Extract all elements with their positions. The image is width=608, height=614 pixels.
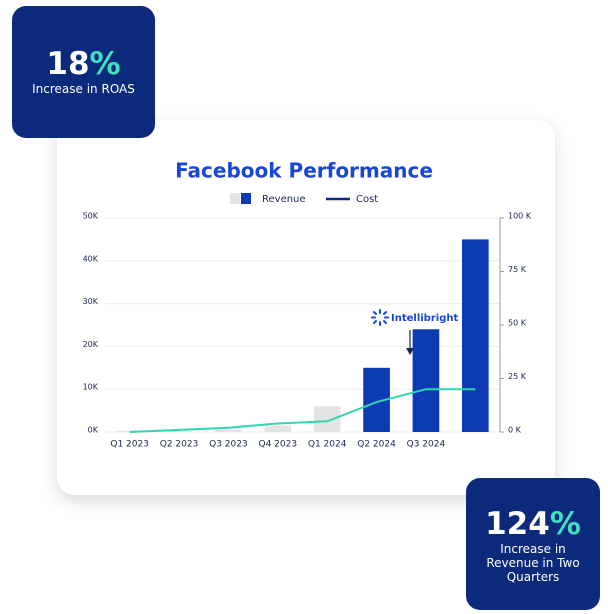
legend-swatch <box>241 193 251 204</box>
stat-value: 124 <box>485 506 550 542</box>
y-tick-label: 10K <box>83 383 99 392</box>
y-tick-label: 40K <box>83 254 99 263</box>
stat-unit: % <box>549 506 581 542</box>
legend-label: Cost <box>356 194 378 205</box>
stat-card: 124% Increase in Revenue in Two Quarters <box>466 478 600 610</box>
x-tick-label: Q3 2023 <box>209 440 248 450</box>
legend-swatch <box>230 193 240 204</box>
x-tick-label: Q1 2023 <box>110 440 149 450</box>
x-tick-label: Q4 2023 <box>259 440 298 450</box>
stat-unit: % <box>89 46 121 82</box>
stat-card: 18% Increase in ROAS <box>12 6 155 138</box>
bar <box>461 239 489 432</box>
stat-label: Increase in ROAS <box>32 82 135 96</box>
y2-tick-label: 25 K <box>508 372 527 381</box>
stat-value: 18 <box>46 46 90 82</box>
y-tick-label: 0K <box>88 426 99 435</box>
annotation-label: Intellibright <box>391 313 458 324</box>
y2-tick-label: 100 K <box>508 212 532 221</box>
y-tick-label: 20K <box>83 340 99 349</box>
y2-tick-label: 50 K <box>508 319 527 328</box>
y-tick-label: 50K <box>83 212 99 221</box>
stat-label: Increase in Revenue in Two Quarters <box>486 542 580 584</box>
annotation: Intellibright <box>371 309 458 355</box>
bar <box>412 329 440 432</box>
legend-label: Revenue <box>262 194 306 205</box>
y-tick-label: 30K <box>83 297 99 306</box>
bar <box>264 425 292 432</box>
x-tick-label: Q2 2024 <box>357 440 396 450</box>
bar <box>215 429 242 432</box>
x-tick-label: Q2 2023 <box>160 440 199 450</box>
bar <box>313 406 341 432</box>
bar <box>165 430 193 432</box>
y2-tick-label: 75 K <box>508 265 527 274</box>
y2-tick-label: 0 K <box>508 426 522 435</box>
x-tick-label: Q3 2024 <box>407 440 446 450</box>
x-tick-label: Q1 2024 <box>308 440 347 450</box>
chart-title: Facebook Performance <box>175 159 433 183</box>
cost-line <box>129 388 476 433</box>
